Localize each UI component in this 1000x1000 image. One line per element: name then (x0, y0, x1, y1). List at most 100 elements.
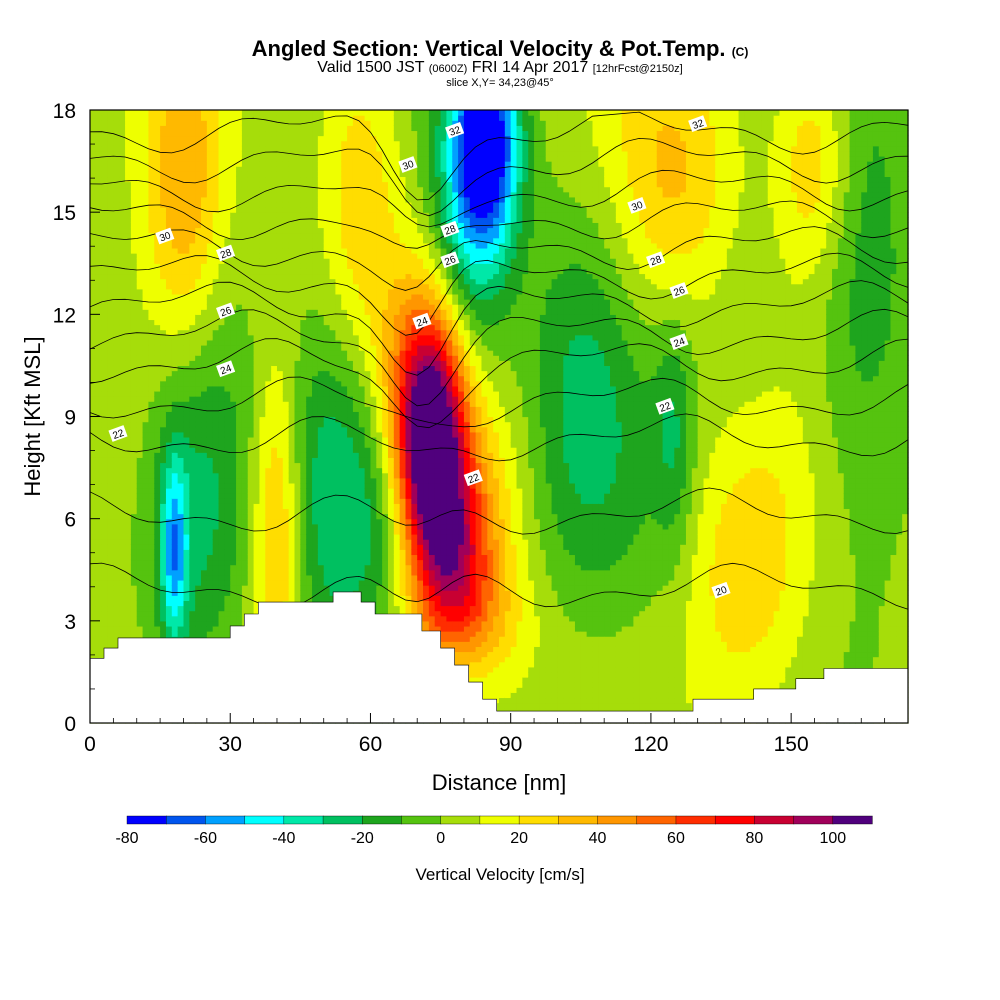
velocity-cell (154, 191, 161, 198)
velocity-cell (201, 350, 208, 356)
velocity-cell (201, 401, 208, 407)
velocity-cell (312, 222, 319, 229)
velocity-cell (224, 201, 231, 208)
velocity-cell (171, 625, 179, 632)
velocity-cell (288, 375, 296, 382)
velocity-cell (195, 191, 202, 198)
velocity-cell (247, 518, 255, 525)
velocity-cell (253, 539, 261, 545)
velocity-cell (183, 610, 190, 617)
velocity-cell (119, 191, 126, 198)
velocity-cell (271, 222, 278, 229)
velocity-cell (253, 120, 261, 126)
velocity-cell (142, 355, 150, 361)
velocity-cell (201, 196, 208, 203)
velocity-cell (101, 253, 109, 259)
velocity-cell (265, 365, 272, 372)
velocity-cell (148, 590, 155, 596)
velocity-cell (95, 549, 103, 556)
velocity-cell (142, 344, 150, 351)
velocity-cell (265, 585, 272, 591)
velocity-cell (306, 559, 313, 566)
velocity-cell (142, 482, 150, 489)
velocity-cell (165, 355, 173, 361)
velocity-cell (265, 411, 272, 418)
velocity-cell (195, 513, 202, 520)
velocity-cell (247, 350, 255, 356)
velocity-cell (130, 416, 138, 423)
velocity-cell (206, 365, 214, 372)
velocity-cell (160, 304, 167, 310)
velocity-cell (259, 247, 266, 254)
velocity-cell (125, 401, 132, 407)
velocity-cell (95, 442, 103, 448)
velocity-cell (130, 191, 138, 198)
velocity-cell (282, 569, 290, 576)
velocity-cell (125, 253, 132, 259)
velocity-cell (201, 365, 208, 372)
velocity-cell (271, 299, 278, 305)
velocity-cell (265, 232, 272, 239)
velocity-cell (148, 360, 155, 367)
velocity-cell (130, 339, 138, 346)
velocity-cell (288, 406, 296, 412)
velocity-cell (101, 350, 109, 356)
velocity-cell (247, 396, 255, 402)
velocity-cell (230, 360, 237, 367)
velocity-cell (160, 467, 167, 474)
velocity-cell (323, 329, 331, 336)
velocity-cell (177, 493, 185, 499)
velocity-cell (288, 299, 296, 305)
velocity-cell (189, 523, 196, 530)
velocity-cell (265, 554, 272, 561)
velocity-cell (95, 544, 103, 550)
velocity-cell (224, 488, 231, 494)
velocity-cell (218, 110, 225, 116)
velocity-cell (329, 421, 336, 428)
velocity-cell (300, 110, 307, 116)
velocity-cell (142, 247, 150, 254)
velocity-cell (224, 334, 231, 341)
velocity-cell (130, 385, 138, 392)
velocity-cell (323, 140, 331, 147)
velocity-cell (130, 590, 138, 596)
velocity-cell (212, 237, 220, 244)
velocity-cell (230, 268, 237, 275)
velocity-cell (160, 130, 167, 137)
velocity-cell (160, 161, 167, 167)
velocity-cell (183, 196, 190, 203)
velocity-cell (323, 176, 331, 183)
velocity-cell (90, 309, 97, 315)
velocity-cell (312, 150, 319, 157)
velocity-cell (259, 207, 266, 213)
velocity-cell (125, 482, 132, 489)
velocity-cell (312, 569, 319, 576)
velocity-cell (95, 293, 103, 300)
velocity-cell (183, 247, 190, 254)
velocity-cell (312, 120, 319, 126)
velocity-cell (183, 544, 190, 550)
velocity-cell (165, 324, 173, 331)
velocity-cell (282, 549, 290, 556)
velocity-cell (201, 539, 208, 545)
velocity-cell (101, 625, 109, 632)
velocity-cell (183, 150, 190, 157)
velocity-cell (282, 324, 290, 331)
velocity-cell (130, 201, 138, 208)
velocity-cell (154, 508, 161, 515)
velocity-cell (276, 120, 284, 126)
velocity-cell (218, 544, 225, 550)
velocity-cell (241, 201, 249, 208)
velocity-cell (136, 549, 144, 556)
velocity-cell (119, 319, 126, 326)
velocity-cell (119, 350, 126, 356)
velocity-cell (90, 227, 97, 234)
velocity-cell (247, 503, 255, 510)
velocity-cell (136, 171, 144, 178)
velocity-cell (107, 334, 114, 341)
velocity-cell (212, 181, 220, 188)
velocity-cell (90, 651, 97, 658)
velocity-cell (130, 360, 138, 367)
velocity-cell (323, 385, 331, 392)
velocity-cell (212, 283, 220, 290)
